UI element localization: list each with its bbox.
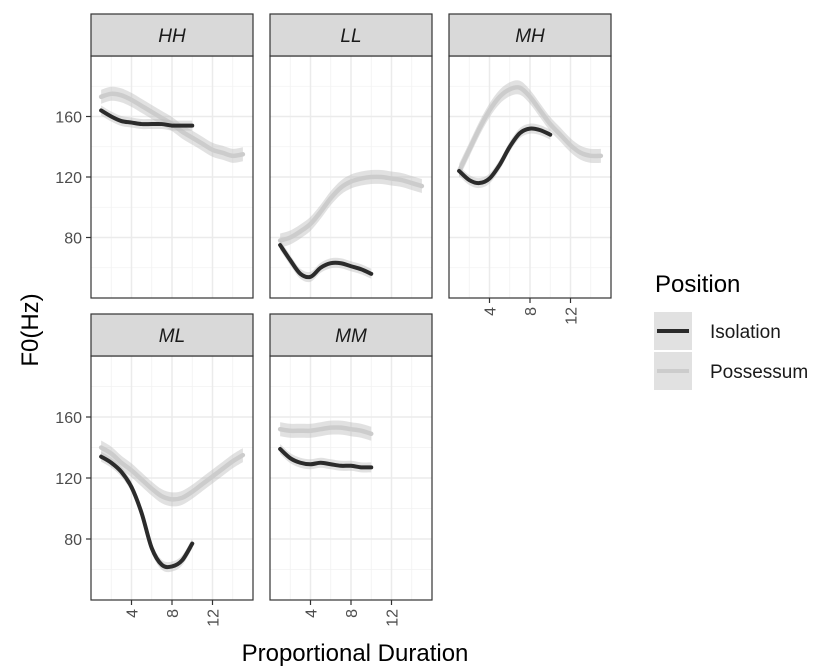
x-tick-label: 4 xyxy=(304,609,321,618)
x-tick-label: 4 xyxy=(483,307,500,316)
series-line-possessum xyxy=(456,85,604,174)
panel-ll: LL xyxy=(269,13,433,299)
x-tick-label: 12 xyxy=(385,609,402,627)
x-tick-label: 8 xyxy=(344,609,361,618)
series-line-possessum xyxy=(277,174,425,243)
strip-mh xyxy=(448,13,612,57)
x-tick-label: 8 xyxy=(523,307,540,316)
strip-label-mh: MH xyxy=(515,26,545,47)
strip-label-ll: LL xyxy=(340,26,361,47)
series-line-possessum xyxy=(277,425,374,437)
series-line-isolation xyxy=(278,243,374,280)
y-tick-label: 160 xyxy=(55,410,82,427)
legend-entry-possessum: Possessum xyxy=(654,352,808,390)
strip-mm xyxy=(269,313,433,357)
series-line-possessum xyxy=(98,445,246,502)
ribbon-possessum xyxy=(280,169,422,248)
panel-series xyxy=(98,86,246,163)
legend-title: Position xyxy=(655,271,740,298)
panel-mm: MM 4 8 12 xyxy=(269,313,433,627)
panel-hh: HH 80 120 160 xyxy=(55,13,254,299)
y-tick-label: 80 xyxy=(64,532,82,549)
y-axis-title: F0(Hz) xyxy=(17,293,44,366)
ribbon-isolation xyxy=(280,240,372,283)
legend: Position Isolation Possessum xyxy=(654,271,808,390)
panel-series xyxy=(456,80,604,189)
panel-series xyxy=(277,420,374,473)
y-tick-label: 160 xyxy=(55,110,82,127)
y-tick-label: 80 xyxy=(64,231,82,248)
y-tick-label: 120 xyxy=(55,471,82,488)
series-line-isolation xyxy=(99,454,195,570)
series-line-isolation xyxy=(99,108,195,128)
x-tick-label: 8 xyxy=(165,609,182,618)
series-line-isolation xyxy=(457,126,553,186)
strip-label-hh: HH xyxy=(158,26,186,47)
legend-label-isolation: Isolation xyxy=(710,322,781,343)
panel-series xyxy=(277,169,425,283)
panel-series xyxy=(98,440,246,573)
strip-ll xyxy=(269,13,433,57)
panel-mh: MH 4 8 12 xyxy=(448,13,612,325)
series-line-isolation xyxy=(278,447,374,470)
x-tick-label: 4 xyxy=(125,609,142,618)
strip-ml xyxy=(90,313,254,357)
x-axis-title: Proportional Duration xyxy=(242,640,469,667)
panels: HH 80 120 160 LL MH 4 8 12 ML 80 120 160 4 8 12 MM 4 8 12 xyxy=(55,13,612,627)
panel-ml: ML 80 120 160 4 8 12 xyxy=(55,313,254,627)
y-tick-label: 120 xyxy=(55,170,82,187)
strip-hh xyxy=(90,13,254,57)
strip-label-mm: MM xyxy=(335,326,367,347)
strip-label-ml: ML xyxy=(159,326,185,347)
x-tick-label: 12 xyxy=(206,609,223,627)
x-tick-label: 12 xyxy=(564,307,581,325)
legend-entry-isolation: Isolation xyxy=(654,312,781,350)
legend-label-possessum: Possessum xyxy=(710,362,808,383)
